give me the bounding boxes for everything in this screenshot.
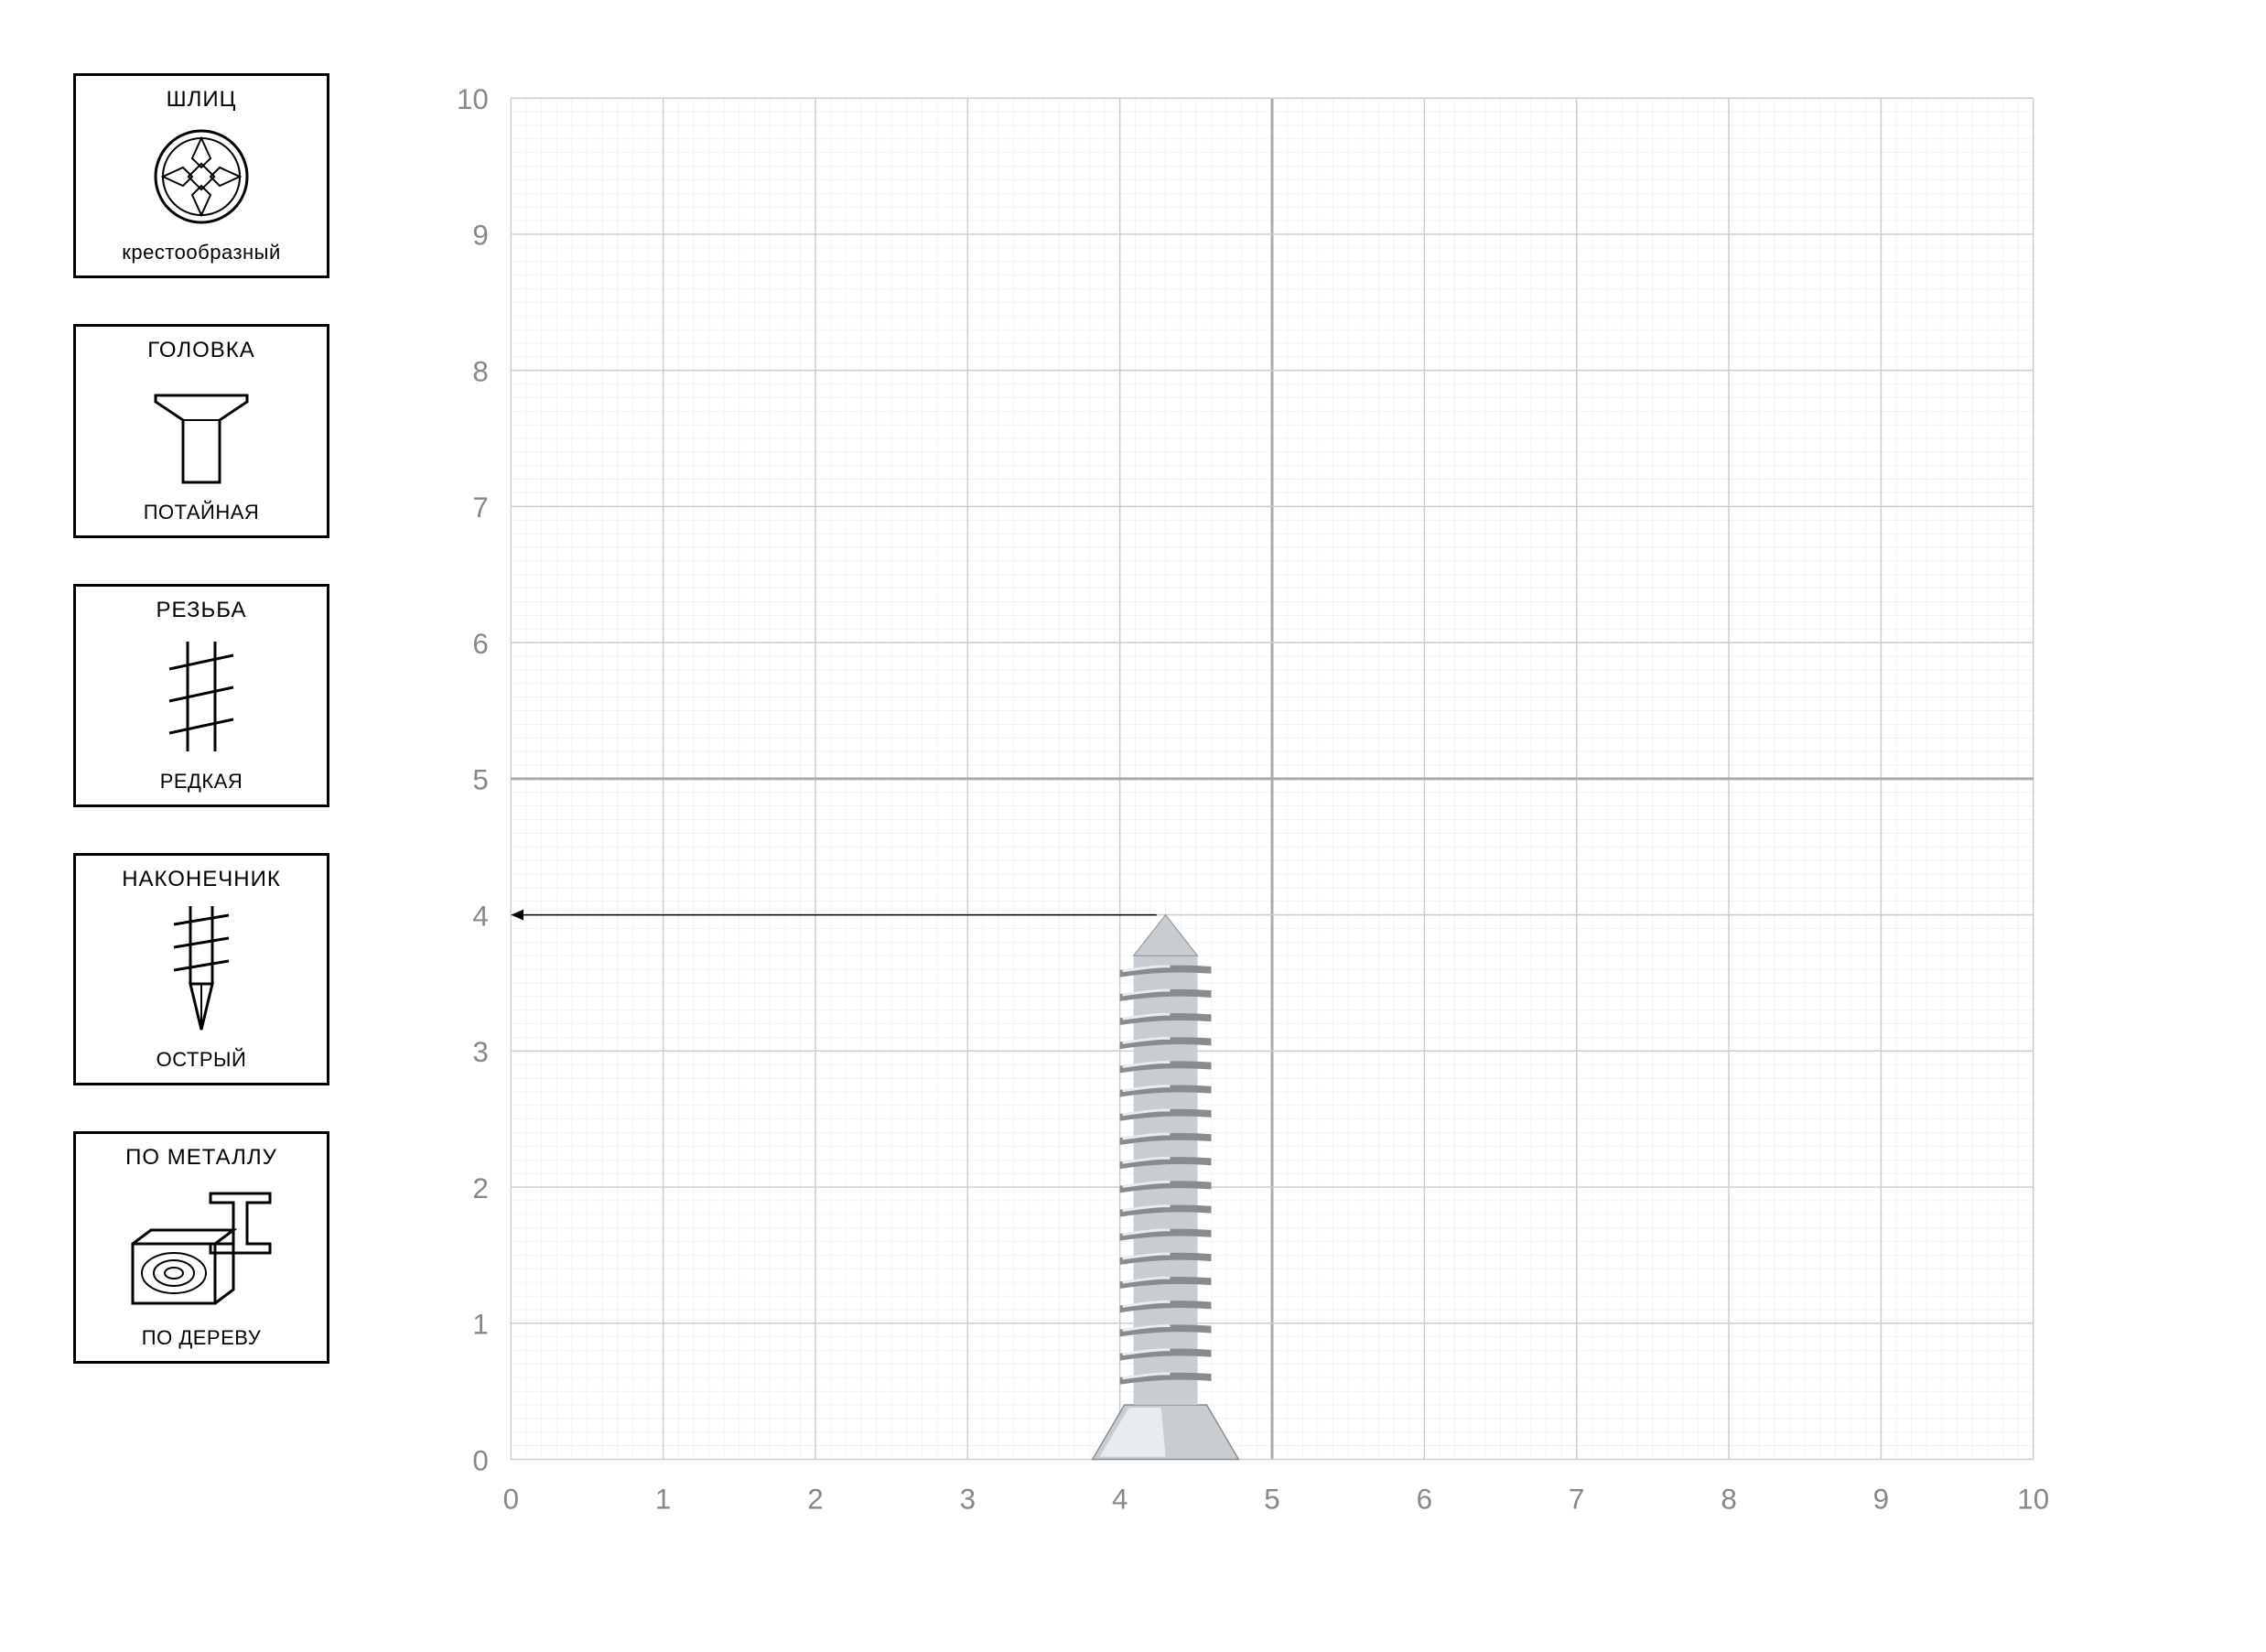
- svg-text:10: 10: [2017, 1483, 2049, 1515]
- spec-card-slot: ШЛИЦ крестообразный: [73, 73, 329, 278]
- svg-text:0: 0: [472, 1444, 488, 1476]
- svg-text:9: 9: [472, 220, 488, 252]
- spec-card-head: ГОЛОВКА ПОТАЙНАЯ: [73, 324, 329, 538]
- svg-text:2: 2: [807, 1483, 823, 1515]
- svg-text:9: 9: [1873, 1483, 1889, 1515]
- spec-subtitle: ПОТАЙНАЯ: [144, 501, 260, 524]
- spec-card-thread: РЕЗЬБА РЕДКАЯ: [73, 584, 329, 807]
- spec-title: ПО МЕТАЛЛУ: [125, 1145, 277, 1171]
- svg-text:8: 8: [472, 355, 488, 387]
- svg-text:6: 6: [1417, 1483, 1432, 1515]
- spec-subtitle: крестообразный: [122, 241, 281, 265]
- measurement-chart: 0 1 2 3 4 5 6 7 8 9 10 0 1 2 3 4 5 6 7 8 9 10: [439, 73, 2193, 1574]
- svg-text:5: 5: [1264, 1483, 1279, 1515]
- phillips-head-icon: [146, 122, 256, 232]
- spec-subtitle: РЕДКАЯ: [160, 770, 243, 794]
- sidebar: ШЛИЦ крестообразный ГОЛОВКА: [73, 73, 329, 1574]
- svg-text:7: 7: [472, 491, 488, 524]
- spec-subtitle: ОСТРЫЙ: [156, 1048, 247, 1072]
- spec-card-tip: НАКОНЕЧНИК ОСТРЫЙ: [73, 853, 329, 1085]
- metal-wood-icon: [119, 1180, 284, 1317]
- svg-text:3: 3: [472, 1036, 488, 1068]
- svg-text:1: 1: [472, 1309, 488, 1341]
- svg-text:4: 4: [1112, 1483, 1128, 1515]
- spec-title: НАКОНЕЧНИК: [122, 867, 281, 892]
- svg-text:2: 2: [472, 1172, 488, 1204]
- svg-text:4: 4: [472, 900, 488, 932]
- spec-subtitle: ПО ДЕРЕВУ: [142, 1326, 261, 1350]
- sharp-point-icon: [146, 902, 256, 1039]
- spec-title: ГОЛОВКА: [147, 338, 254, 363]
- countersunk-head-icon: [137, 373, 265, 491]
- spec-title: РЕЗЬБА: [156, 598, 247, 623]
- spec-title: ШЛИЦ: [167, 87, 237, 113]
- svg-text:6: 6: [472, 628, 488, 660]
- svg-text:0: 0: [503, 1483, 519, 1515]
- coarse-thread-icon: [146, 632, 256, 761]
- svg-text:5: 5: [472, 764, 488, 796]
- svg-text:8: 8: [1721, 1483, 1736, 1515]
- svg-text:7: 7: [1569, 1483, 1584, 1515]
- svg-text:3: 3: [960, 1483, 976, 1515]
- svg-text:1: 1: [655, 1483, 671, 1515]
- svg-text:10: 10: [457, 83, 489, 115]
- spec-card-material: ПО МЕТАЛЛУ ПО ДЕРЕВУ: [73, 1131, 329, 1364]
